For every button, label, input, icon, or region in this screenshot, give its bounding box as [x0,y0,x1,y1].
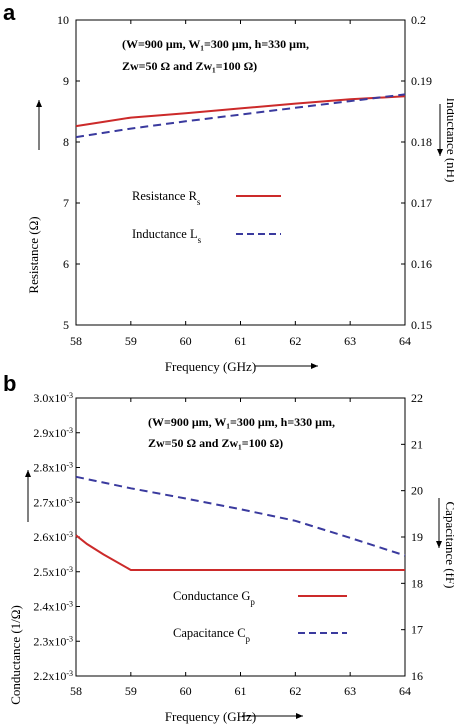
y2-tick-label: 0.17 [411,196,432,210]
parameter-note-line2: Zᴡ=50 Ω and Zᴡ₁=100 Ω) [122,59,257,73]
x-tick-label: 58 [70,334,82,348]
x-tick-label: 58 [70,684,82,698]
y2-tick-label: 0.16 [411,257,432,271]
y2-tick-label: 0.19 [411,74,432,88]
x-tick-label: 63 [344,684,356,698]
series-line-2 [76,477,405,556]
y-tick-label: 10 [57,13,69,27]
y2-tick-label: 16 [411,669,423,683]
y2-axis-arrowhead [437,149,443,156]
y-tick-label: 2.4x10-3 [33,599,73,614]
y2-axis-arrowhead [436,541,442,548]
x-tick-label: 60 [180,684,192,698]
y-axis-title: Conductance (1/Ω) [8,605,23,705]
x-tick-label: 64 [399,684,411,698]
y-tick-label: 2.2x10-3 [33,669,73,684]
x-axis-arrowhead [311,363,318,369]
y-tick-label: 3.0x10-3 [33,391,73,406]
series-line-2 [76,94,405,137]
x-axis-arrowhead [296,713,303,719]
legend-label-2: Inductance Ls [132,227,202,245]
y2-tick-label: 0.2 [411,13,426,27]
x-tick-label: 63 [344,334,356,348]
x-tick-label: 61 [235,684,247,698]
y-tick-label: 2.3x10-3 [33,634,73,649]
chart-panel-a: 58 59 60 61 62 63 64 5 6 7 8 9 10 0.15 0.16 0.17 0.18 0.1… [26,13,454,374]
x-axis-title: Frequency (GHz) [165,359,256,374]
y-tick-label: 9 [63,74,69,88]
y-tick-label: 2.7x10-3 [33,495,73,510]
parameter-note-line1: (W=900 μm, W₁=300 μm, h=330 μm, [148,415,335,429]
y2-axis-title: Capacitance (fF) [443,502,454,589]
y2-tick-label: 20 [411,484,423,498]
y-tick-label: 8 [63,135,69,149]
x-tick-label: 64 [399,334,411,348]
y-tick-label: 2.6x10-3 [33,530,73,545]
parameter-note-line2: Zᴡ=50 Ω and Zᴡ₁=100 Ω) [148,436,283,450]
y-tick-label: 2.9x10-3 [33,425,73,440]
y-axis-arrowhead [36,100,42,107]
y-axis-title: Resistance (Ω) [26,216,41,293]
legend-label-1: Conductance Gp [173,589,255,607]
legend-label-2: Capacitance Cp [173,626,251,644]
panel-label-a: a [3,0,16,25]
y-tick-label: 7 [63,196,69,210]
x-tick-label: 62 [289,334,301,348]
y-tick-label: 6 [63,257,69,271]
y2-tick-label: 19 [411,530,423,544]
parameter-note-line1: (W=900 μm, W₁=300 μm, h=330 μm, [122,37,309,51]
legend-label-1: Resistance Rs [132,189,201,207]
x-tick-label: 61 [235,334,247,348]
y2-tick-label: 18 [411,576,423,590]
y2-axis-title: Inductance (nH) [444,98,454,183]
series-line-1 [76,96,405,126]
y2-tick-label: 0.18 [411,135,432,149]
y-axis-arrowhead [25,470,31,477]
panel-label-b: b [3,371,16,396]
y-tick-label: 2.8x10-3 [33,460,73,475]
x-tick-label: 60 [180,334,192,348]
chart-panel-b: 58 59 60 61 62 63 64 2.2x10-3 2.3x10-3 2.4x10-3 2.… [8,391,454,724]
y2-tick-label: 22 [411,391,423,405]
y-tick-label: 2.5x10-3 [33,564,73,579]
y2-tick-label: 17 [411,623,423,637]
y2-tick-label: 21 [411,437,423,451]
x-tick-label: 59 [125,334,137,348]
y2-tick-label: 0.15 [411,318,432,332]
x-tick-label: 59 [125,684,137,698]
y-tick-label: 5 [63,318,69,332]
x-tick-label: 62 [289,684,301,698]
